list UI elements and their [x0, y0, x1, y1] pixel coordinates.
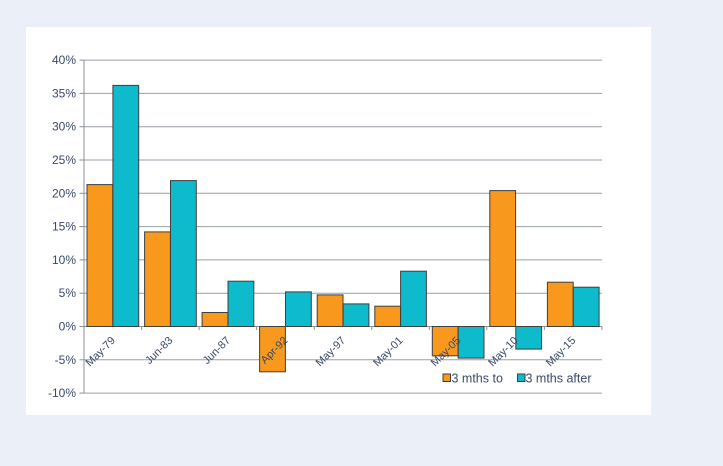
svg-text:10%: 10% — [52, 253, 76, 267]
svg-text:20%: 20% — [52, 186, 76, 200]
svg-text:35%: 35% — [52, 86, 76, 100]
svg-text:3 mths after: 3 mths after — [526, 372, 592, 386]
svg-text:-5%: -5% — [55, 353, 77, 367]
svg-text:-10%: -10% — [48, 386, 76, 400]
svg-text:5%: 5% — [59, 286, 77, 300]
svg-text:25%: 25% — [52, 153, 76, 167]
svg-text:0%: 0% — [59, 320, 77, 334]
svg-text:40%: 40% — [52, 53, 76, 67]
svg-text:15%: 15% — [52, 220, 76, 234]
svg-text:30%: 30% — [52, 120, 76, 134]
svg-text:3 mths to: 3 mths to — [452, 372, 503, 386]
